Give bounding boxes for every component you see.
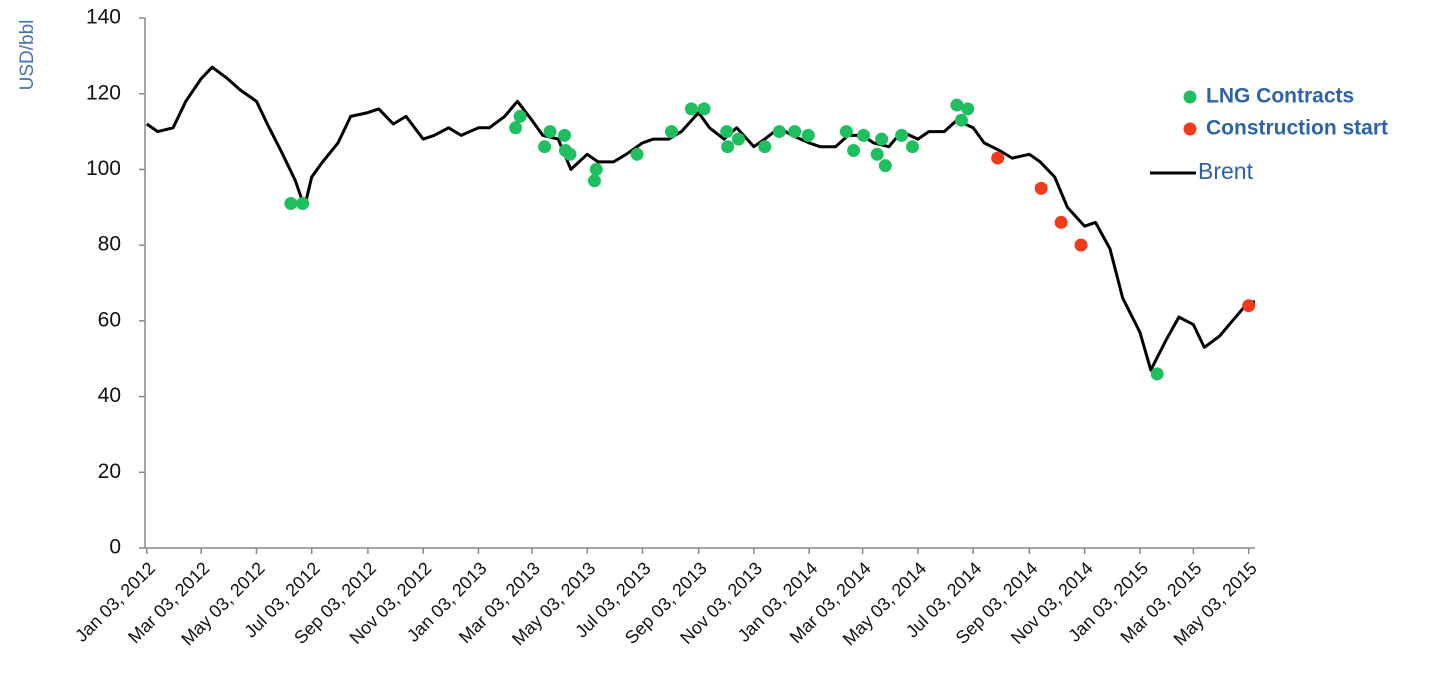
data-point — [1242, 299, 1256, 313]
data-point — [513, 109, 527, 123]
data-point — [772, 125, 786, 139]
y-tick-label: 20 — [98, 460, 121, 483]
data-point — [801, 128, 815, 142]
data-point — [720, 125, 734, 139]
data-point — [589, 162, 603, 176]
data-point — [878, 159, 892, 173]
data-point — [732, 132, 746, 146]
data-point — [721, 140, 735, 154]
y-tick-label: 140 — [86, 6, 121, 29]
data-point — [954, 113, 968, 127]
y-axis-label: USD/bbl — [17, 20, 38, 91]
legend-marker — [1183, 90, 1197, 104]
data-point — [950, 98, 964, 112]
data-point — [697, 102, 711, 116]
brent-line — [145, 65, 1255, 372]
y-tick-label: 120 — [86, 81, 121, 104]
data-point — [684, 102, 698, 116]
data-point — [857, 128, 871, 142]
data-point — [870, 147, 884, 161]
data-point — [558, 128, 572, 142]
data-point — [1034, 181, 1048, 195]
data-point — [543, 125, 557, 139]
data-point — [788, 125, 802, 139]
y-tick-label: 80 — [98, 233, 121, 256]
data-point — [839, 125, 853, 139]
data-point — [875, 132, 889, 146]
data-point — [1074, 238, 1088, 252]
data-point — [630, 147, 644, 161]
data-point — [538, 140, 552, 154]
legend-label: Construction start — [1206, 117, 1388, 140]
data-point — [905, 140, 919, 154]
data-point — [1150, 367, 1164, 381]
legend-marker — [1183, 122, 1197, 136]
data-point — [587, 174, 601, 188]
data-point — [296, 197, 310, 210]
data-point — [664, 125, 678, 139]
y-tick-label: 0 — [109, 536, 121, 559]
data-point — [758, 140, 772, 154]
y-tick-label: 40 — [98, 384, 121, 407]
y-tick-label: 60 — [98, 308, 121, 331]
data-point — [961, 102, 975, 116]
legend-label: LNG Contracts — [1206, 85, 1354, 108]
y-tick-label: 100 — [86, 157, 121, 180]
legend-label: Brent — [1198, 158, 1254, 184]
data-point — [895, 128, 909, 142]
data-point — [847, 144, 861, 157]
data-point — [991, 151, 1005, 165]
data-point — [509, 121, 523, 135]
data-point — [1054, 215, 1068, 229]
data-point — [563, 147, 577, 161]
data-point — [284, 197, 298, 210]
